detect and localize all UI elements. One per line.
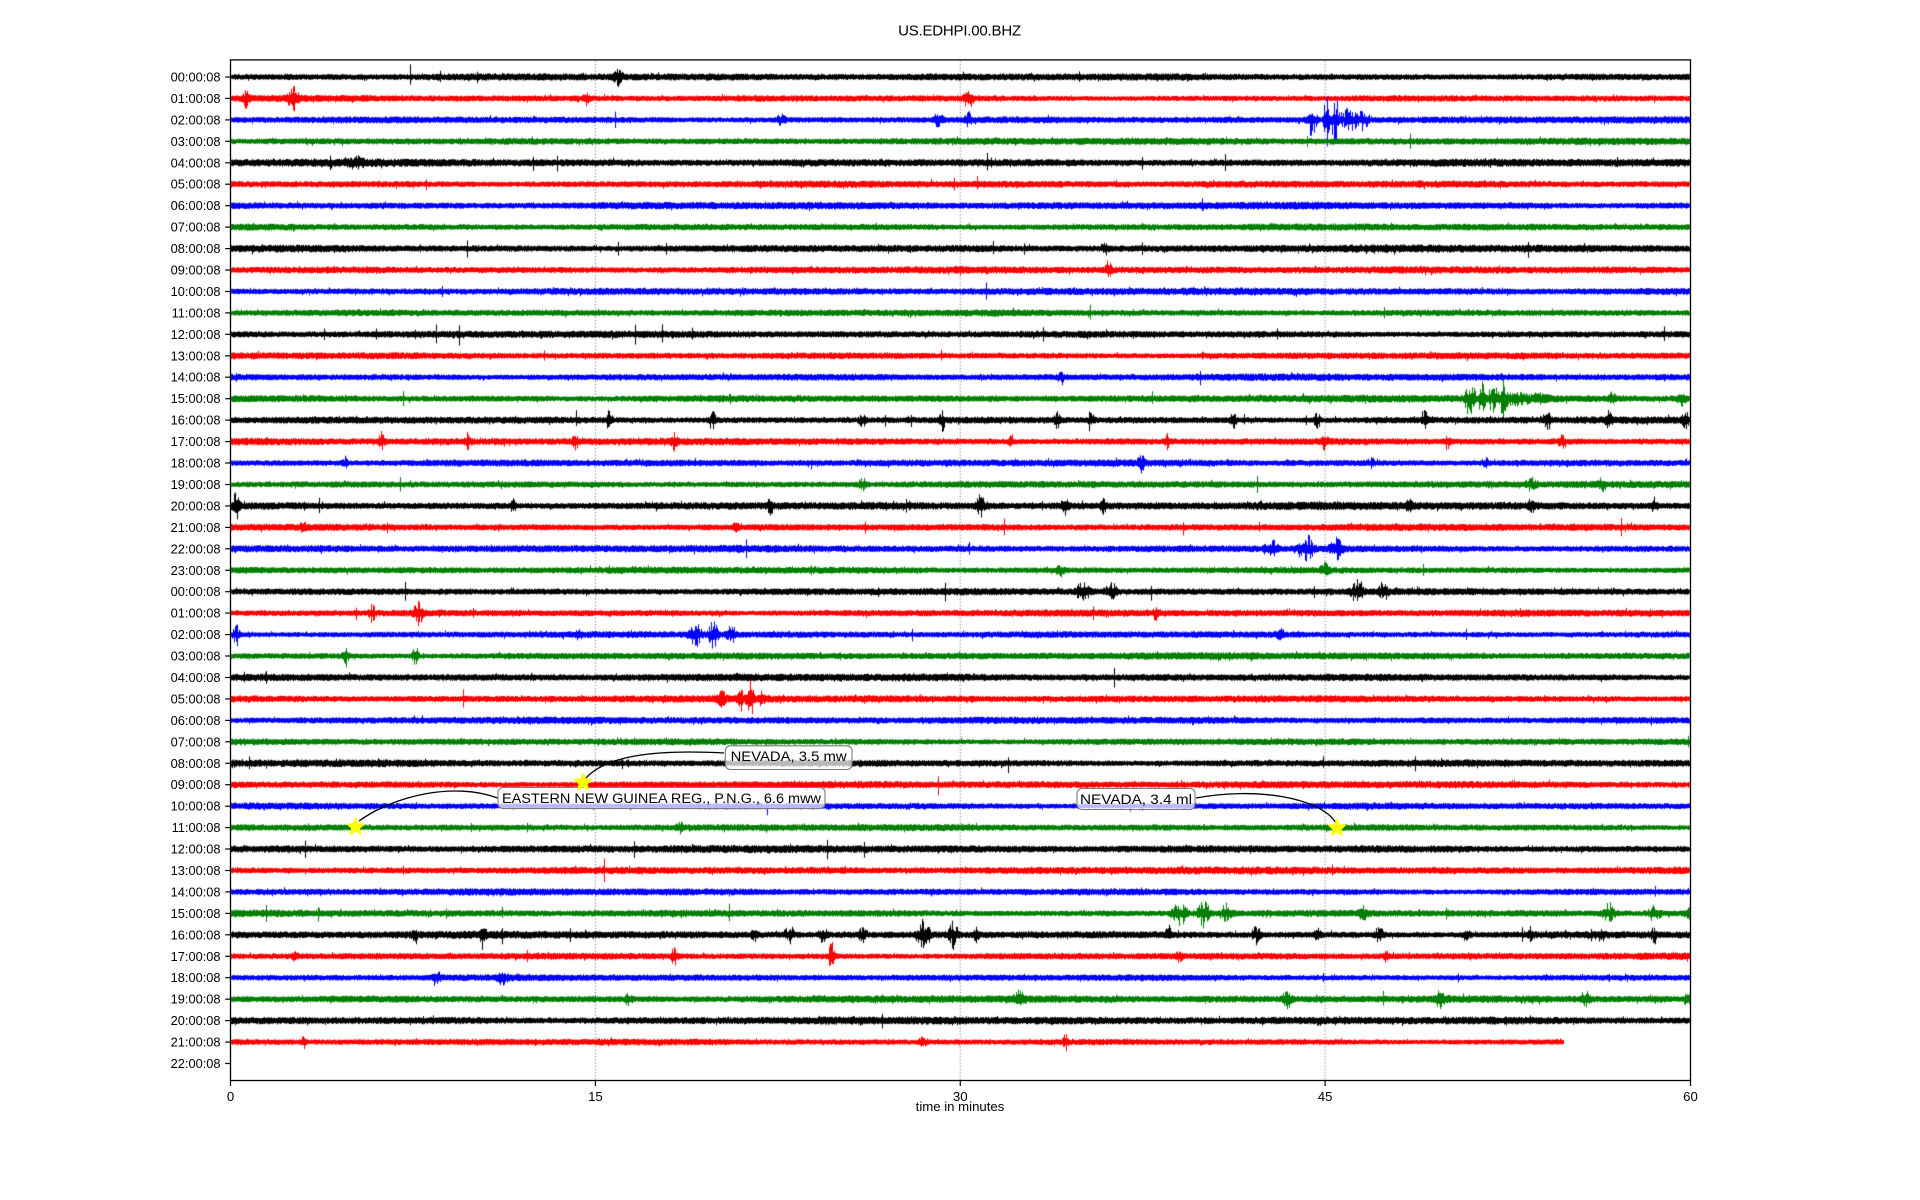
svg-text:14:00:08: 14:00:08 xyxy=(171,370,221,385)
svg-text:22:00:08: 22:00:08 xyxy=(171,1056,221,1071)
svg-text:09:00:08: 09:00:08 xyxy=(171,777,221,792)
svg-text:30: 30 xyxy=(953,1089,968,1104)
svg-text:12:00:08: 12:00:08 xyxy=(171,327,221,342)
svg-text:16:00:08: 16:00:08 xyxy=(171,927,221,942)
svg-text:05:00:08: 05:00:08 xyxy=(171,177,221,192)
svg-text:time in minutes: time in minutes xyxy=(916,1099,1005,1114)
svg-text:11:00:08: 11:00:08 xyxy=(172,820,221,835)
svg-text:19:00:08: 19:00:08 xyxy=(171,477,221,492)
svg-text:03:00:08: 03:00:08 xyxy=(171,649,221,664)
svg-text:17:00:08: 17:00:08 xyxy=(171,949,221,964)
svg-text:08:00:08: 08:00:08 xyxy=(171,241,221,256)
svg-text:10:00:08: 10:00:08 xyxy=(171,799,221,814)
svg-text:01:00:08: 01:00:08 xyxy=(171,606,221,621)
svg-text:11:00:08: 11:00:08 xyxy=(172,305,221,320)
svg-text:05:00:08: 05:00:08 xyxy=(171,691,221,706)
svg-text:14:00:08: 14:00:08 xyxy=(171,884,221,899)
svg-text:16:00:08: 16:00:08 xyxy=(171,413,221,428)
svg-text:45: 45 xyxy=(1318,1089,1333,1104)
svg-text:NEVADA, 3.5 mw: NEVADA, 3.5 mw xyxy=(731,749,847,764)
svg-text:12:00:08: 12:00:08 xyxy=(171,842,221,857)
svg-text:15:00:08: 15:00:08 xyxy=(171,391,221,406)
svg-text:22:00:08: 22:00:08 xyxy=(171,541,221,556)
svg-text:18:00:08: 18:00:08 xyxy=(171,970,221,985)
svg-text:03:00:08: 03:00:08 xyxy=(171,134,221,149)
svg-text:10:00:08: 10:00:08 xyxy=(171,284,221,299)
svg-text:07:00:08: 07:00:08 xyxy=(171,734,221,749)
svg-text:02:00:08: 02:00:08 xyxy=(171,627,221,642)
svg-text:13:00:08: 13:00:08 xyxy=(171,348,221,363)
svg-text:09:00:08: 09:00:08 xyxy=(171,263,221,278)
svg-text:EASTERN NEW GUINEA REG., P.N.G: EASTERN NEW GUINEA REG., P.N.G., 6.6 mww xyxy=(502,791,821,806)
svg-text:07:00:08: 07:00:08 xyxy=(171,220,221,235)
svg-text:23:00:08: 23:00:08 xyxy=(171,563,221,578)
svg-text:21:00:08: 21:00:08 xyxy=(171,520,221,535)
svg-text:60: 60 xyxy=(1683,1089,1698,1104)
svg-text:00:00:08: 00:00:08 xyxy=(171,584,221,599)
svg-text:17:00:08: 17:00:08 xyxy=(171,434,221,449)
svg-text:NEVADA, 3.4 ml: NEVADA, 3.4 ml xyxy=(1080,792,1192,807)
svg-text:00:00:08: 00:00:08 xyxy=(171,70,221,85)
svg-text:18:00:08: 18:00:08 xyxy=(171,456,221,471)
svg-text:04:00:08: 04:00:08 xyxy=(171,155,221,170)
svg-text:13:00:08: 13:00:08 xyxy=(171,863,221,878)
svg-text:20:00:08: 20:00:08 xyxy=(171,498,221,513)
svg-text:US.EDHPI.00.BHZ: US.EDHPI.00.BHZ xyxy=(898,23,1021,40)
svg-text:21:00:08: 21:00:08 xyxy=(171,1035,221,1050)
svg-text:20:00:08: 20:00:08 xyxy=(171,1013,221,1028)
svg-text:01:00:08: 01:00:08 xyxy=(171,91,221,106)
svg-text:19:00:08: 19:00:08 xyxy=(171,992,221,1007)
svg-text:08:00:08: 08:00:08 xyxy=(171,756,221,771)
svg-text:0: 0 xyxy=(227,1089,234,1104)
svg-text:06:00:08: 06:00:08 xyxy=(171,713,221,728)
svg-text:06:00:08: 06:00:08 xyxy=(171,198,221,213)
svg-text:15: 15 xyxy=(588,1089,603,1104)
svg-text:02:00:08: 02:00:08 xyxy=(171,112,221,127)
svg-text:15:00:08: 15:00:08 xyxy=(171,906,221,921)
svg-text:04:00:08: 04:00:08 xyxy=(171,670,221,685)
